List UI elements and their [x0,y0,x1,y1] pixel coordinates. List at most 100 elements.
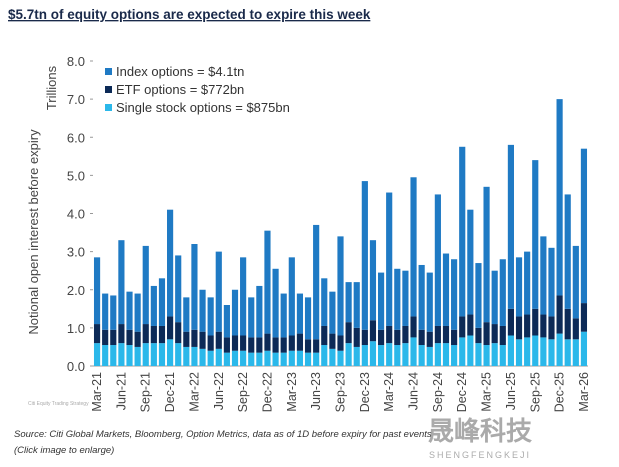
bar-segment [207,297,214,336]
bar-segment [329,348,336,366]
bar-segment [183,297,190,332]
bar-segment [394,329,401,346]
bar-segment [304,297,312,340]
bar-segment [491,343,498,366]
y-tick-label: 6.0 [67,130,85,145]
bar-segment [548,339,555,366]
bar-segment [467,335,474,366]
bar-segment [377,345,385,366]
bar-segment [134,346,141,366]
x-tick-label: Mar-23 [285,372,299,412]
bar-segment [304,339,312,353]
bar-segment [524,337,531,366]
x-tick-label: Jun-24 [407,372,421,410]
bar-segment [572,245,579,319]
legend-label: ETF options = $772bn [116,82,244,97]
bar-segment [418,329,425,346]
bar-segment [93,324,101,344]
bar-segment [199,348,206,366]
bar-segment [499,325,506,346]
x-tick-label: Dec-25 [553,372,567,412]
bar-segment [329,333,336,349]
bar-segment [540,337,547,366]
bar-segment [150,325,157,344]
bar-segment [459,146,466,317]
bar-segment [369,341,377,366]
bar-segment [580,331,588,366]
bar-segment [426,346,433,366]
bar-segment [102,329,109,346]
legend-label: Index options = $4.1tn [116,64,244,79]
bar-segment [110,329,117,346]
bar-segment [134,331,141,347]
x-tick-label: Sep-22 [236,372,250,412]
bar-segment [515,339,523,366]
bar-segment [321,278,328,326]
bar-segment [499,345,506,366]
bar-segment [321,345,328,366]
bar-segment [288,335,295,351]
bar-segment [215,331,222,349]
bar-segment [126,329,133,346]
bar-segment [345,343,352,366]
bar-segment [442,325,450,344]
source: Source: Citi Global Markets, Bloomberg, … [14,429,432,440]
bar-segment [110,295,117,330]
bar-segment [110,345,117,366]
y-axis-label: Notional open interest before expiry [26,129,41,335]
bar-segment [93,257,101,325]
bar-segment [442,253,450,326]
bar-segment [394,268,401,330]
y-tick-label: 0.0 [67,359,85,374]
y-tick-label: 3.0 [67,245,85,260]
legend-swatch [105,104,112,111]
bar-segment [345,322,352,344]
y-tick-label: 4.0 [67,207,85,222]
footnote[interactable]: (Click image to enlarge) [14,445,114,456]
bar-segment [280,337,287,353]
legend-swatch [105,68,112,75]
bar-segment [361,345,368,366]
bar-segment [183,346,190,366]
bar-segment [556,99,563,296]
logo-text: Citi Equity Trading Strategy [28,401,89,407]
bar-segment [191,329,198,347]
bar-segment [386,192,393,326]
bar-segment [337,350,344,366]
bar-segment [118,324,125,344]
bar-segment [483,186,490,323]
bar-segment [451,259,458,330]
bar-segment [313,352,320,366]
bar-segment [353,327,360,347]
bar-segment [199,331,206,349]
bar-segment [215,348,222,366]
bar-segment [240,350,247,366]
bar-segment [134,293,141,332]
bar-segment [142,343,149,366]
bar-segment [515,257,523,317]
bar-segment [248,337,255,353]
bar-segment [272,337,279,353]
bar-segment [223,337,230,353]
x-tick-label: Mar-22 [187,372,201,412]
bar-segment [515,316,523,340]
bar-segment [361,329,368,346]
x-tick-label: Sep-21 [139,372,153,412]
bar-segment [264,350,271,366]
bar-segment [499,259,506,326]
bar-segment [491,324,498,344]
bar-segment [475,343,482,366]
bar-segment [564,308,571,340]
bar-segment [231,289,239,336]
bar-segment [231,350,239,366]
bar-segment [223,352,230,366]
bar-segment [150,285,157,326]
bar-segment [167,339,174,366]
bar-segment [556,333,563,366]
bar-segment [142,324,149,344]
bar-segment [126,345,133,366]
bar-segment [572,318,579,340]
bar-segment [167,316,174,340]
